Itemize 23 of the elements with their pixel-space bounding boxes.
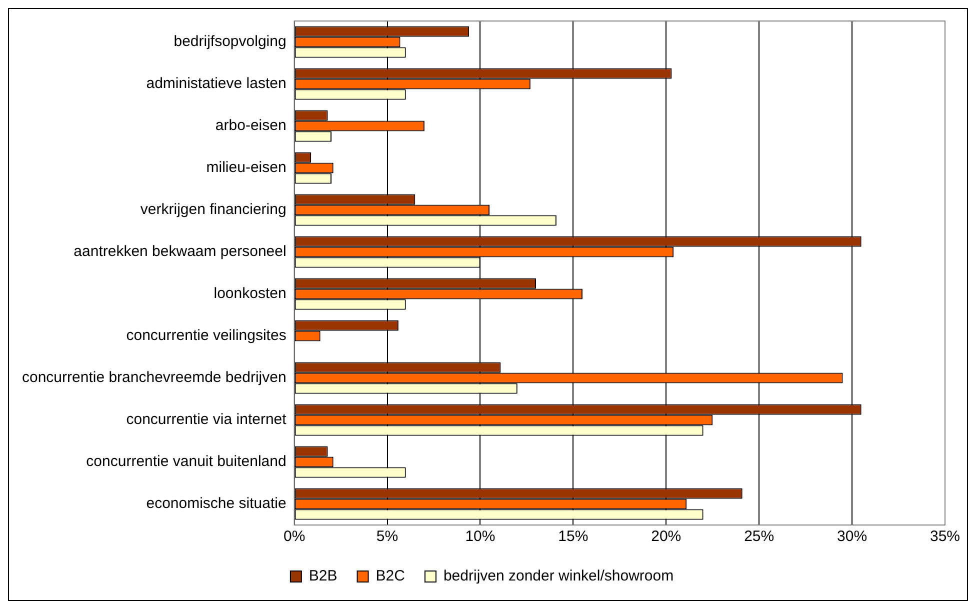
y-tick-label: concurrentie veilingsites — [126, 327, 286, 344]
x-tick-label: 30% — [837, 528, 868, 546]
x-tick-label: 0% — [283, 528, 306, 546]
legend-label: B2C — [376, 568, 406, 585]
y-tick-label: concurrentie via internet — [126, 411, 288, 428]
x-tick-label: 15% — [558, 528, 588, 546]
y-tick-label: economische situatie — [146, 495, 286, 512]
y-tick-label: aantrekken bekwaam personeel — [74, 243, 286, 260]
x-tick-label: 25% — [744, 528, 774, 546]
y-tick-label: verkrijgen financiering — [140, 201, 286, 218]
y-tick-label: arbo-eisen — [215, 117, 286, 134]
y-tick-label: milieu-eisen — [206, 159, 286, 176]
legend-label: bedrijven zonder winkel/showroom — [443, 568, 674, 585]
x-tick-label: 20% — [651, 528, 682, 546]
y-tick-label: concurrentie branchevreemde bedrijven — [22, 369, 286, 386]
x-tick-label: 35% — [930, 528, 960, 546]
y-tick-label: concurrentie vanuit buitenland — [86, 453, 286, 470]
y-tick-label: administatieve lasten — [146, 75, 286, 92]
y-tick-label: loonkosten — [214, 285, 286, 302]
legend-label: B2B — [308, 568, 338, 585]
x-tick-label: 10% — [465, 528, 496, 546]
x-tick-label: 5% — [376, 528, 398, 546]
y-tick-label: bedrijfsopvolging — [174, 33, 286, 50]
